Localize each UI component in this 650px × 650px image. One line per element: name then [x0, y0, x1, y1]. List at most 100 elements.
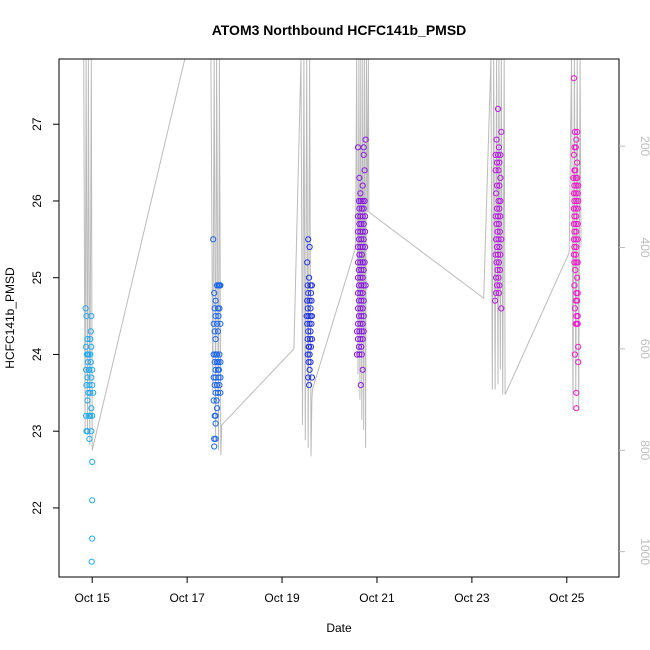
data-point: [570, 205, 578, 212]
data-point: [211, 359, 218, 366]
data-point: [498, 128, 505, 135]
data-point: [495, 290, 502, 297]
series-2: [303, 236, 315, 389]
data-point: [359, 182, 366, 189]
data-point: [210, 236, 217, 243]
data-point: [88, 558, 95, 565]
data-point: [360, 266, 367, 274]
data-point: [360, 220, 367, 228]
x-tick-label: Oct 15: [75, 591, 111, 605]
series-3: [353, 136, 369, 389]
data-point: [305, 290, 312, 297]
data-point: [86, 382, 93, 389]
data-point: [571, 351, 579, 358]
data-point: [88, 428, 95, 435]
data-point: [494, 151, 502, 158]
data-point: [305, 328, 312, 335]
data-point: [308, 282, 315, 289]
y-tick-label: 26: [30, 194, 44, 208]
data-point: [362, 243, 369, 251]
data-point: [89, 535, 96, 542]
data-point: [358, 251, 365, 258]
data-point: [573, 136, 580, 143]
plot-frame: [58, 58, 620, 578]
data-point: [570, 75, 578, 82]
x-tick-label: Oct 21: [359, 591, 395, 605]
data-point: [494, 228, 501, 235]
data-point: [305, 359, 312, 366]
data-point: [574, 313, 581, 320]
data-point: [357, 320, 364, 327]
data-point: [84, 397, 91, 404]
data-point: [573, 405, 580, 412]
data-point: [358, 282, 365, 289]
data-point: [359, 320, 366, 327]
data-point: [359, 243, 366, 251]
y-tick-label: 23: [30, 424, 44, 438]
data-point: [359, 274, 366, 281]
data-point: [494, 213, 502, 220]
data-point: [89, 382, 96, 389]
data-point: [570, 151, 578, 158]
data-point: [307, 305, 314, 312]
data-point: [355, 343, 362, 350]
data-point: [306, 297, 313, 304]
data-point: [358, 343, 365, 350]
data-point: [304, 336, 311, 343]
data-point: [358, 328, 365, 335]
data-point: [571, 197, 578, 205]
data-point: [215, 366, 222, 373]
data-point: [359, 213, 366, 220]
data-point: [89, 497, 96, 504]
data-point: [360, 328, 367, 335]
data-point: [84, 374, 91, 381]
data-point: [87, 412, 94, 419]
y2-tick-label: 1000: [638, 538, 650, 565]
data-point: [571, 243, 578, 251]
data-point: [87, 359, 94, 366]
data-point: [359, 336, 366, 343]
data-point: [358, 236, 365, 243]
data-point: [88, 313, 95, 320]
chart-title: ATOM3 Northbound HCFC141b_PMSD: [212, 22, 467, 38]
data-point: [217, 320, 224, 327]
data-point: [573, 213, 580, 220]
data-point: [359, 228, 366, 235]
data-point: [571, 228, 578, 235]
series-0: [82, 305, 97, 565]
data-point: [217, 282, 224, 289]
data-point: [306, 243, 313, 251]
data-point: [495, 274, 502, 281]
y-tick-label: 25: [30, 271, 44, 285]
data-point: [496, 282, 503, 289]
data-point: [571, 305, 579, 312]
data-point: [572, 236, 579, 243]
data-point: [359, 366, 366, 373]
x-tick-label: Oct 17: [169, 591, 205, 605]
data-point: [574, 174, 581, 181]
data-point: [304, 305, 311, 312]
data-point: [493, 282, 501, 289]
data-point: [216, 305, 223, 312]
data-point: [570, 220, 578, 228]
data-point: [306, 343, 313, 350]
data-point: [356, 351, 363, 358]
data-point: [214, 389, 222, 396]
data-point: [307, 290, 315, 297]
data-point: [307, 313, 314, 320]
data-point: [357, 305, 364, 312]
data-point: [215, 313, 222, 320]
data-point: [574, 205, 581, 212]
data-point: [357, 336, 364, 343]
data-point: [83, 366, 90, 373]
series-4: [492, 105, 505, 312]
data-point: [362, 282, 369, 289]
data-point: [216, 382, 223, 389]
data-point: [573, 243, 580, 251]
data-point: [215, 374, 222, 381]
data-point: [493, 190, 500, 197]
y-axis: 22 23 24 25 26 27: [30, 117, 59, 515]
data-point: [359, 197, 366, 205]
data-point: [88, 374, 95, 381]
data-point: [573, 228, 580, 235]
